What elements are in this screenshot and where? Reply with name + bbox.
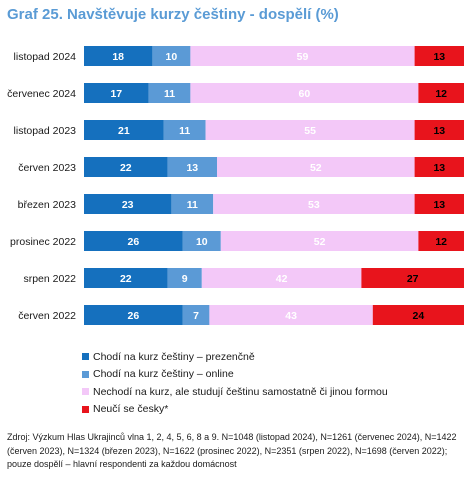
bar-segment-series-4 [372,305,464,325]
bar-segment-series-4 [414,194,464,214]
bar-value-label: 22 [120,162,132,174]
legend-label: Chodí na kurz češtiny – online [93,368,234,381]
bar-value-label: 11 [179,125,190,137]
bar-value-label: 60 [299,88,311,100]
bar-value-label: 42 [276,273,288,285]
bar-value-label: 55 [304,125,316,137]
bar-value-label: 13 [433,125,445,137]
bar-segment-series-3 [201,268,362,288]
bar-value-label: 13 [433,51,445,63]
bar-segment-series-3 [190,83,419,103]
bar-value-label: 24 [413,310,425,322]
legend-swatch [82,353,89,361]
bar-segment-series-1 [84,157,168,177]
bar-segment-series-3 [217,157,415,177]
legend-swatch [82,405,89,413]
legend-item: Nechodí na kurz, ale studují češtinu sam… [82,383,388,401]
bar-value-label: 10 [166,51,178,63]
bar-segment-series-4 [418,83,464,103]
bar-value-label: 27 [407,273,419,285]
bar-segment-series-3 [205,120,415,140]
legend-item: Chodí na kurz češtiny – prezenčně [82,348,388,366]
bar-value-label: 52 [310,162,322,174]
bar-segment-series-1 [84,305,183,325]
bar-segment-series-2 [167,268,202,288]
category-label: srpen 2022 [23,273,76,285]
bar-segment-series-4 [418,231,464,251]
legend-label: Neučí se česky* [93,403,169,416]
chart-title: Graf 25. Navštěvuje kurzy češtiny - dosp… [7,6,339,23]
bar-segment-series-4 [414,157,464,177]
legend-item: Chodí na kurz češtiny – online [82,366,388,384]
legend-label: Nechodí na kurz, ale studují češtinu sam… [93,385,388,398]
bar-segment-series-3 [190,46,415,66]
bar-segment-series-1 [84,268,168,288]
bar-segment-series-1 [84,83,149,103]
bar-segment-series-2 [167,157,217,177]
stacked-bar-chart: listopad 2024 18 10 59 13 červenec 2024 17 11 60… [7,46,464,325]
bar-segment-series-1 [84,46,153,66]
bar-value-label: 10 [196,236,208,248]
bar-segment-series-2 [152,46,191,66]
bar-value-label: 53 [308,199,320,211]
category-label: červen 2023 [18,162,76,174]
bar-value-label: 13 [433,162,445,174]
bar-value-label: 17 [110,88,122,100]
bar-value-label: 43 [285,310,297,322]
category-label: červenec 2024 [7,88,76,100]
bar-value-label: 13 [186,162,198,174]
bar-segment-series-3 [220,231,419,251]
bar-segment-series-1 [84,120,164,140]
bar-segment-series-3 [209,305,373,325]
bar-value-label: 23 [122,199,134,211]
category-label: březen 2023 [18,199,77,211]
bar-value-label: 7 [193,310,199,322]
bar-value-label: 52 [314,236,326,248]
bar-segment-series-4 [414,46,464,66]
category-label: červen 2022 [18,310,76,322]
bar-segment-series-4 [414,120,464,140]
bar-value-label: 12 [435,88,447,100]
bar-value-label: 21 [118,125,130,137]
bar-segment-series-2 [148,83,191,103]
bar-value-label: 22 [120,273,132,285]
legend-swatch [82,388,89,396]
chart-legend: Chodí na kurz češtiny – prezenčně Chodí n… [82,348,388,418]
category-label: listopad 2023 [14,125,77,137]
bar-segment-series-4 [361,268,464,288]
bar-value-label: 18 [112,51,124,63]
bar-value-label: 11 [187,199,198,211]
bar-value-label: 26 [128,310,140,322]
bar-segment-series-1 [84,194,172,214]
bar-value-label: 13 [433,199,445,211]
bar-segment-series-2 [163,120,206,140]
category-label: prosinec 2022 [10,236,76,248]
bar-segment-series-2 [171,194,214,214]
source-note: Zdroj: Výzkum Hlas Ukrajinců vlna 1, 2, … [7,432,457,469]
bar-segment-series-3 [213,194,415,214]
legend-item: Neučí se česky* [82,401,388,419]
bar-value-label: 9 [182,273,188,285]
legend-swatch [82,370,89,378]
bar-segment-series-2 [182,231,221,251]
bar-value-label: 11 [164,88,175,100]
legend-label: Chodí na kurz češtiny – prezenčně [93,350,255,363]
bar-value-label: 26 [128,236,140,248]
category-label: listopad 2024 [14,51,77,63]
bar-value-label: 12 [435,236,447,248]
bar-value-label: 59 [297,51,309,63]
bar-segment-series-1 [84,231,183,251]
bar-segment-series-2 [182,305,210,325]
